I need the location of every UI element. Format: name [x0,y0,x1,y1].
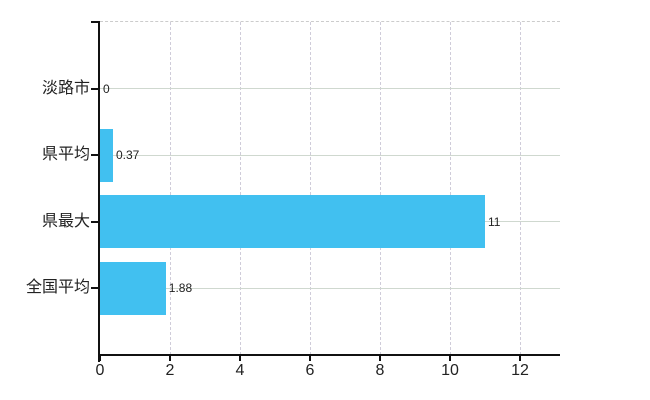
category-label: 全国平均 [25,279,90,297]
category-label: 県平均 [41,146,90,164]
y-axis-tick [91,87,98,90]
x-tick-label: 8 [375,362,385,379]
bar [100,128,113,182]
value-label: 0 [103,81,110,96]
x-axis-tick [379,356,381,361]
gridline-vertical [310,22,311,355]
x-axis-tick [309,356,311,361]
x-tick-label: 6 [305,362,315,379]
gridline-vertical [380,22,381,355]
category-label: 淡路市 [41,79,90,97]
x-axis-tick [449,356,451,361]
bar [100,195,485,249]
y-axis-tick [91,220,98,223]
x-tick-label: 10 [441,362,459,379]
x-axis-tick [99,356,101,361]
y-axis-tick [91,21,98,23]
value-label: 11 [488,214,501,229]
gridline-horizontal [100,154,560,156]
y-axis-line [98,21,100,362]
y-axis-tick [91,154,98,157]
plot-top-border [100,21,560,22]
gridline-vertical [450,22,451,355]
x-tick-label: 2 [165,362,175,379]
x-tick-label: 4 [235,362,245,379]
gridline-vertical [240,22,241,355]
x-axis-tick [519,356,521,361]
value-label: 0.37 [115,148,140,163]
gridline-horizontal [100,88,560,90]
y-axis-tick [91,287,98,290]
x-axis-tick [169,356,171,361]
value-label: 1.88 [168,281,193,296]
bar [100,261,166,315]
x-tick-label: 12 [511,362,529,379]
gridline-vertical [170,22,171,355]
category-label: 県最大 [41,212,90,230]
x-tick-label: 0 [95,362,105,379]
x-axis-tick [239,356,241,361]
x-axis-line [98,354,560,356]
gridline-vertical [520,22,521,355]
gridline-horizontal [100,287,560,289]
